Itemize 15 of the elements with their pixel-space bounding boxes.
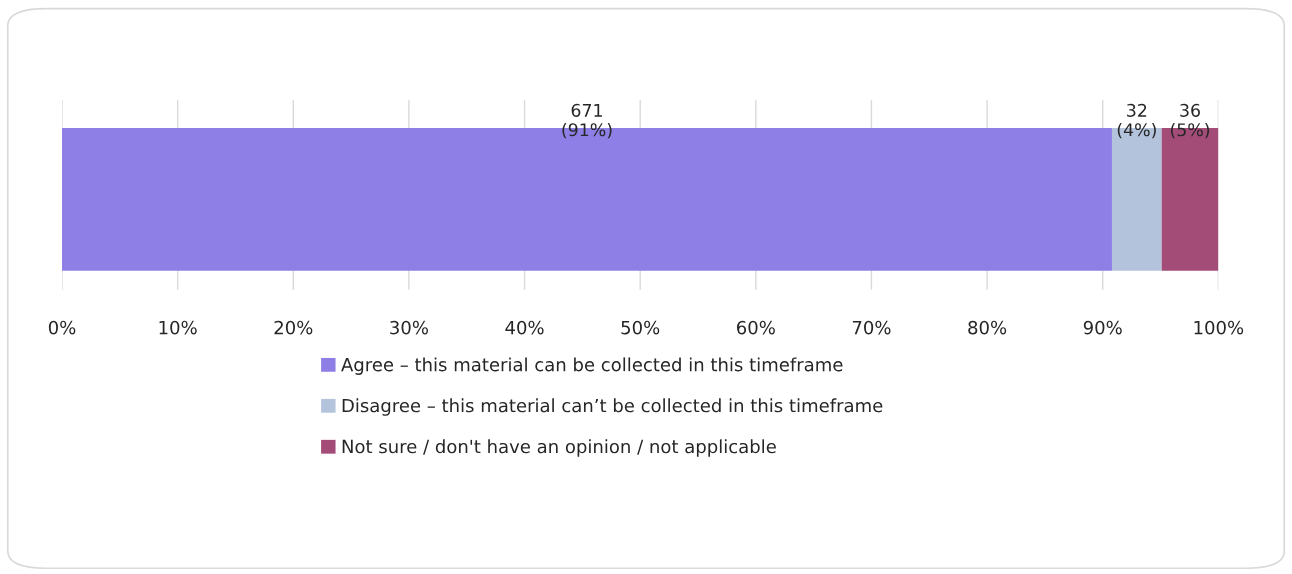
legend-label: Disagree – this material can’t be collected in this timeframe (342, 398, 883, 416)
x-tick-label: 20% (274, 320, 313, 335)
x-tick-label: 90% (1083, 320, 1122, 335)
x-tick-label: 80% (968, 320, 1007, 335)
x-tick-label: 70% (852, 320, 891, 335)
legend-label: Not sure / don't have an opinion / not applicable (342, 439, 776, 457)
data-label: 32 (4%) (1117, 103, 1156, 139)
x-tick-label: 100% (1194, 320, 1244, 335)
x-tick-label: 30% (390, 320, 428, 335)
x-tick-label: 50% (621, 320, 660, 335)
x-tick-label: 40% (505, 320, 544, 335)
legend-label: Agree – this material can be collected in this timeframe (341, 357, 843, 375)
x-tick-label: 10% (159, 320, 197, 335)
x-tick-label: 0% (48, 320, 76, 335)
x-tick-label: 60% (737, 320, 775, 335)
